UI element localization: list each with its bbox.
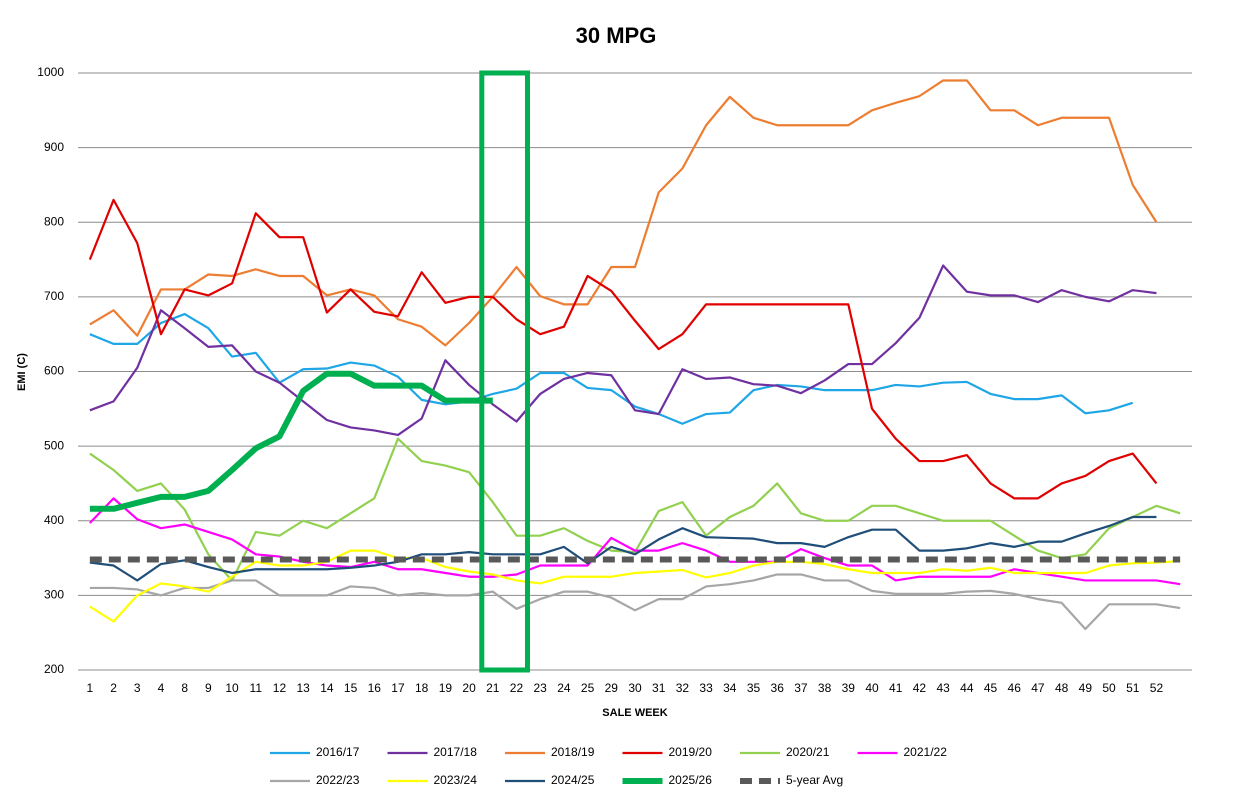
x-tick-label: 39 [842,681,856,695]
x-tick-label: 18 [415,681,429,695]
series-line [89,497,1181,586]
x-tick-label: 35 [747,681,761,695]
y-tick-label: 200 [44,662,64,676]
legend-label: 2024/25 [551,773,595,787]
y-tick-label: 500 [44,438,64,452]
x-tick-label: 9 [205,681,212,695]
series-line [89,264,1157,437]
x-tick-label: 49 [1079,681,1093,695]
x-tick-label: 31 [652,681,666,695]
legend-label: 2022/23 [316,773,360,787]
x-tick-label: 16 [368,681,382,695]
y-tick-label: 400 [44,513,64,527]
x-tick-label: 40 [865,681,879,695]
y-tick-label: 800 [44,214,64,228]
x-tick-label: 17 [391,681,405,695]
x-tick-label: 36 [771,681,785,695]
x-tick-label: 12 [273,681,287,695]
series-line [89,370,493,512]
x-tick-label: 8 [181,681,188,695]
x-tick-label: 20 [462,681,476,695]
x-axis-label: SALE WEEK [602,707,667,719]
x-tick-label: 1 [87,681,94,695]
x-tick-label: 45 [984,681,998,695]
x-tick-label: 4 [158,681,165,695]
x-tick-label: 11 [250,681,263,695]
x-tick-label: 23 [534,681,548,695]
x-tick-label: 30 [628,681,642,695]
x-tick-label: 10 [225,681,239,695]
series-line [89,515,1157,582]
legend-label: 2021/22 [904,745,948,759]
x-tick-label: 22 [510,681,524,695]
x-tick-label: 25 [581,681,595,695]
x-tick-label: 51 [1126,681,1140,695]
y-tick-label: 900 [44,140,64,154]
series-line [89,437,1181,582]
series-line [89,549,1181,623]
x-tick-label: 29 [605,681,619,695]
x-tick-label: 48 [1055,681,1069,695]
legend-label: 2018/19 [551,745,595,759]
x-tick-label: 41 [889,681,903,695]
y-tick-label: 700 [44,289,64,303]
series-line [88,198,1158,500]
x-tick-label: 13 [296,681,310,695]
x-tick-label: 2 [110,681,117,695]
y-tick-label: 600 [44,364,64,378]
chart-title: 30 MPG [576,23,657,48]
x-tick-label: 32 [676,681,690,695]
x-tick-label: 24 [557,681,571,695]
x-tick-label: 52 [1150,681,1164,695]
x-tick-label: 47 [1031,681,1045,695]
y-tick-label: 300 [44,588,64,602]
x-tick-label: 21 [486,681,500,695]
x-tick-label: 33 [699,681,713,695]
y-tick-label: 1000 [37,65,64,79]
legend-label: 5-year Avg [786,773,843,787]
x-tick-label: 19 [439,681,453,695]
x-tick-label: 3 [134,681,141,695]
x-tick-label: 15 [344,681,358,695]
x-tick-label: 37 [794,681,808,695]
x-tick-label: 38 [818,681,832,695]
series-line [89,312,1134,425]
legend-label: 2023/24 [434,773,478,787]
series-line [89,573,1181,631]
legend-label: 2017/18 [434,745,478,759]
x-tick-label: 46 [1008,681,1022,695]
x-tick-label: 50 [1102,681,1116,695]
legend-label: 2016/17 [316,745,360,759]
x-tick-label: 34 [723,681,737,695]
y-axis-label: EMI (C) [16,353,28,391]
x-tick-label: 44 [960,681,974,695]
legend-label: 2025/26 [669,773,713,787]
x-tick-label: 42 [913,681,927,695]
series-line [89,79,1158,347]
x-tick-label: 43 [936,681,950,695]
legend-label: 2020/21 [786,745,830,759]
highlight-box [479,70,530,673]
legend-label: 2019/20 [669,745,713,759]
x-tick-label: 14 [320,681,334,695]
